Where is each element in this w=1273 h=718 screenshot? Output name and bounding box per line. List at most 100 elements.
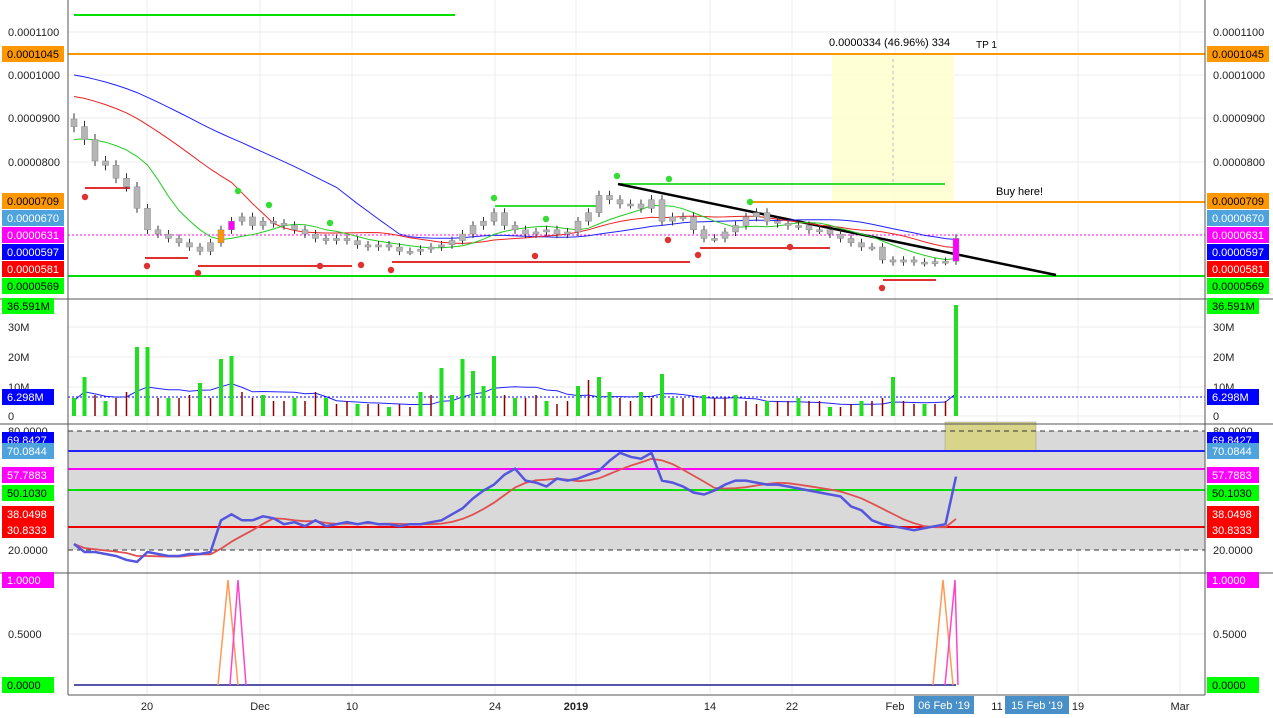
volume-pane[interactable] [68, 305, 1205, 416]
candle-body [480, 220, 487, 226]
volume-bar [292, 398, 297, 416]
volume-bar [324, 398, 328, 416]
volume-bar [871, 401, 873, 416]
candle-body [931, 261, 939, 264]
target-box-label: 0.0000334 (46.96%) 334 [829, 37, 950, 49]
price-badge-right [1207, 389, 1259, 405]
price-pane[interactable]: 0.0000334 (46.96%) 334 TP 1 Buy here! [68, 14, 1205, 292]
volume-bar [724, 398, 726, 416]
signal-dot [665, 175, 673, 183]
candle-body [816, 229, 823, 233]
candle-body [102, 160, 109, 166]
price-badge-label-right: 36.591M [1212, 301, 1255, 313]
candle-body [354, 240, 361, 246]
candle-body [217, 229, 225, 243]
signal-pane[interactable] [74, 579, 959, 686]
candle-body [427, 246, 435, 250]
signal-dot [234, 187, 242, 195]
volume-bar [713, 398, 716, 416]
volume-bar [198, 383, 202, 416]
x-axis-tick: 19 [1072, 701, 1084, 713]
price-badge-right [1207, 244, 1269, 260]
candle-body [81, 126, 88, 140]
signal-dot [542, 215, 550, 223]
candle-body [249, 216, 256, 226]
candle-body [784, 223, 792, 226]
rsi-pane[interactable] [68, 421, 1205, 564]
price-badge-label-right: 0.0000569 [1212, 281, 1264, 293]
candle-body [721, 231, 729, 239]
axis-tick-right: 0.0001000 [1213, 70, 1265, 82]
price-badge-label-right: 0.0001045 [1212, 49, 1264, 61]
volume-bar [544, 401, 549, 416]
price-badge-right [1207, 572, 1259, 588]
volume-bar [670, 398, 675, 416]
candle-body [417, 248, 424, 252]
volume-bar [72, 398, 76, 416]
volume-bar [922, 404, 927, 416]
signal-dot [357, 261, 365, 269]
volume-bar [355, 404, 360, 416]
candle-body [847, 238, 855, 243]
volume-bar [660, 374, 664, 416]
price-badge-left [2, 677, 54, 693]
volume-bar [251, 398, 254, 416]
volume-bar [650, 398, 653, 416]
price-badge-left [2, 244, 64, 260]
candle-body [858, 242, 865, 248]
candle-body [774, 220, 781, 224]
candle-body [196, 246, 204, 252]
price-badge-label-right: 0.0000631 [1212, 230, 1264, 242]
signal-spike-orange-2 [932, 579, 954, 686]
x-axis-tick: 20 [141, 701, 153, 713]
candle-body [375, 244, 382, 248]
x-axis-tick: 14 [704, 701, 716, 713]
volume-bar [944, 401, 947, 416]
price-badge-right [1207, 298, 1259, 314]
price-badge-label-right: 6.298M [1212, 392, 1249, 404]
signal-dot [387, 266, 395, 274]
candle-body [805, 225, 813, 231]
price-badge-label-left: 50.1030 [7, 488, 47, 500]
candle-body [742, 216, 750, 226]
candle-body [900, 259, 907, 263]
volume-bar [513, 398, 517, 416]
volume-bar [188, 395, 191, 416]
volume-bar [492, 356, 496, 416]
candle-body [658, 199, 666, 222]
axis-tick-left: 0.5000 [8, 629, 42, 641]
price-badge-label-left: 0.0000670 [7, 213, 59, 225]
volume-bar [702, 395, 706, 416]
price-badge-label-right: 0.0000709 [1212, 196, 1264, 208]
volume-bar [450, 395, 454, 416]
price-badge-label-left: 0.0000569 [7, 281, 59, 293]
candle-body [175, 238, 183, 243]
price-badge-right [1207, 677, 1259, 693]
volume-bar [377, 404, 380, 416]
price-badge-right [1207, 227, 1269, 243]
price-badge-right [1207, 522, 1259, 538]
candle-body [795, 225, 802, 228]
volume-bar [209, 398, 212, 416]
price-badge-label-left: 0.0001045 [7, 49, 59, 61]
price-badge-left [2, 485, 54, 501]
axis-tick-right: 0.5000 [1213, 629, 1247, 641]
price-badge-label-left: 0.0000631 [7, 230, 59, 242]
price-badge-left [2, 467, 54, 483]
price-badge-label-left: 70.0844 [7, 446, 47, 458]
volume-bar [913, 404, 915, 416]
candle-body [616, 199, 624, 205]
volume-bar [587, 380, 590, 416]
signal-dot [265, 201, 273, 209]
price-badge-label-right: 0.0000581 [1212, 264, 1264, 276]
price-badge-left [2, 210, 64, 226]
price-badge-left [2, 261, 64, 277]
candle-body [669, 216, 676, 222]
axis-tick-left: 0.0000900 [8, 113, 60, 125]
volume-bar [103, 401, 108, 416]
volume-bar [556, 404, 558, 416]
signal-dot [878, 284, 886, 292]
axis-tick-left: 0.0001100 [8, 27, 59, 39]
price-badge-left [2, 278, 64, 294]
